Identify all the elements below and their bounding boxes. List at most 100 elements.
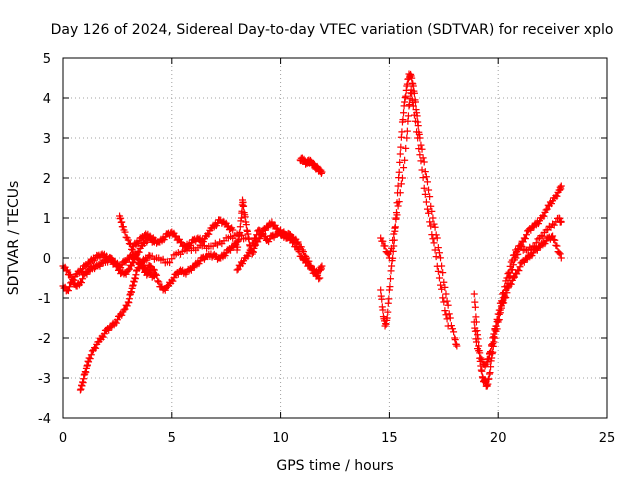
data-point xyxy=(429,235,437,243)
y-tick-label: 2 xyxy=(43,172,51,187)
data-point xyxy=(112,319,120,327)
data-point xyxy=(503,289,511,297)
data-point xyxy=(432,253,440,261)
data-point xyxy=(421,168,429,176)
data-point xyxy=(437,254,445,262)
data-point xyxy=(86,355,94,363)
data-point xyxy=(383,314,391,322)
x-tick-label: 5 xyxy=(168,431,176,446)
data-point xyxy=(400,164,408,172)
data-point xyxy=(281,230,289,238)
series-isolated-segment xyxy=(296,154,326,177)
series-descending-band xyxy=(116,212,241,294)
data-point xyxy=(303,258,311,266)
data-point xyxy=(396,189,404,197)
data-point xyxy=(177,238,185,246)
data-points xyxy=(59,70,565,394)
data-point xyxy=(441,307,449,315)
data-point xyxy=(539,232,547,240)
data-point xyxy=(422,198,430,206)
data-point xyxy=(146,262,154,270)
data-point xyxy=(68,274,76,282)
data-point xyxy=(99,333,107,341)
grid xyxy=(63,58,607,418)
data-point xyxy=(293,243,301,251)
x-tick-label: 10 xyxy=(272,431,289,446)
data-point xyxy=(92,344,100,352)
data-point xyxy=(416,151,424,159)
data-point xyxy=(133,254,141,262)
data-point xyxy=(398,174,406,182)
data-point xyxy=(508,256,516,264)
data-point xyxy=(229,226,237,234)
data-point xyxy=(392,215,400,223)
chart-title: Day 126 of 2024, Sidereal Day-to-day VTE… xyxy=(51,22,614,38)
data-point xyxy=(434,267,442,275)
data-point xyxy=(551,236,559,244)
data-point xyxy=(77,279,85,287)
data-point xyxy=(63,266,71,274)
data-point xyxy=(403,134,411,142)
data-point xyxy=(100,330,108,338)
data-point xyxy=(386,283,394,291)
data-point xyxy=(557,182,565,190)
data-point xyxy=(553,192,561,200)
data-point xyxy=(453,342,461,350)
data-point xyxy=(121,228,129,236)
data-point xyxy=(553,242,561,250)
data-point xyxy=(308,265,316,273)
data-point xyxy=(395,198,403,206)
series-hump-8-12 xyxy=(233,196,326,277)
data-point xyxy=(426,193,434,201)
data-point xyxy=(442,311,450,319)
y-tick-label: 5 xyxy=(43,52,51,67)
y-tick-label: 3 xyxy=(43,132,51,147)
data-point xyxy=(471,303,479,311)
data-point xyxy=(236,223,244,231)
data-point xyxy=(252,235,260,243)
data-point xyxy=(504,270,512,278)
data-point xyxy=(438,285,446,293)
data-point xyxy=(494,316,502,324)
data-point xyxy=(484,355,492,363)
series-hump-8-12-b xyxy=(233,226,324,283)
data-point xyxy=(295,248,303,256)
data-point xyxy=(134,255,142,263)
data-point xyxy=(470,290,478,298)
data-point xyxy=(396,150,404,158)
data-point xyxy=(435,249,443,257)
data-point xyxy=(377,286,385,294)
data-point xyxy=(477,354,485,362)
data-point xyxy=(400,109,408,117)
data-point xyxy=(132,251,140,259)
data-point xyxy=(418,166,426,174)
data-point xyxy=(485,349,493,357)
data-point xyxy=(236,229,244,237)
data-point xyxy=(476,349,484,357)
data-point xyxy=(166,259,174,267)
data-point xyxy=(385,295,393,303)
data-point xyxy=(403,127,411,135)
data-point xyxy=(79,275,87,283)
data-point xyxy=(408,90,416,98)
data-point xyxy=(552,241,560,249)
data-point xyxy=(107,254,115,262)
data-point xyxy=(383,249,391,257)
data-point xyxy=(150,266,158,274)
data-point xyxy=(515,267,523,275)
data-point xyxy=(233,266,241,274)
data-point xyxy=(429,214,437,222)
data-point xyxy=(402,92,410,100)
data-point xyxy=(492,322,500,330)
data-point xyxy=(423,178,431,186)
data-point xyxy=(381,242,389,250)
data-point xyxy=(445,310,453,318)
data-point xyxy=(421,190,429,198)
data-point xyxy=(534,235,542,243)
data-point xyxy=(557,218,565,226)
data-point xyxy=(443,297,451,305)
data-point xyxy=(439,294,447,302)
data-point xyxy=(503,274,511,282)
data-point xyxy=(431,246,439,254)
